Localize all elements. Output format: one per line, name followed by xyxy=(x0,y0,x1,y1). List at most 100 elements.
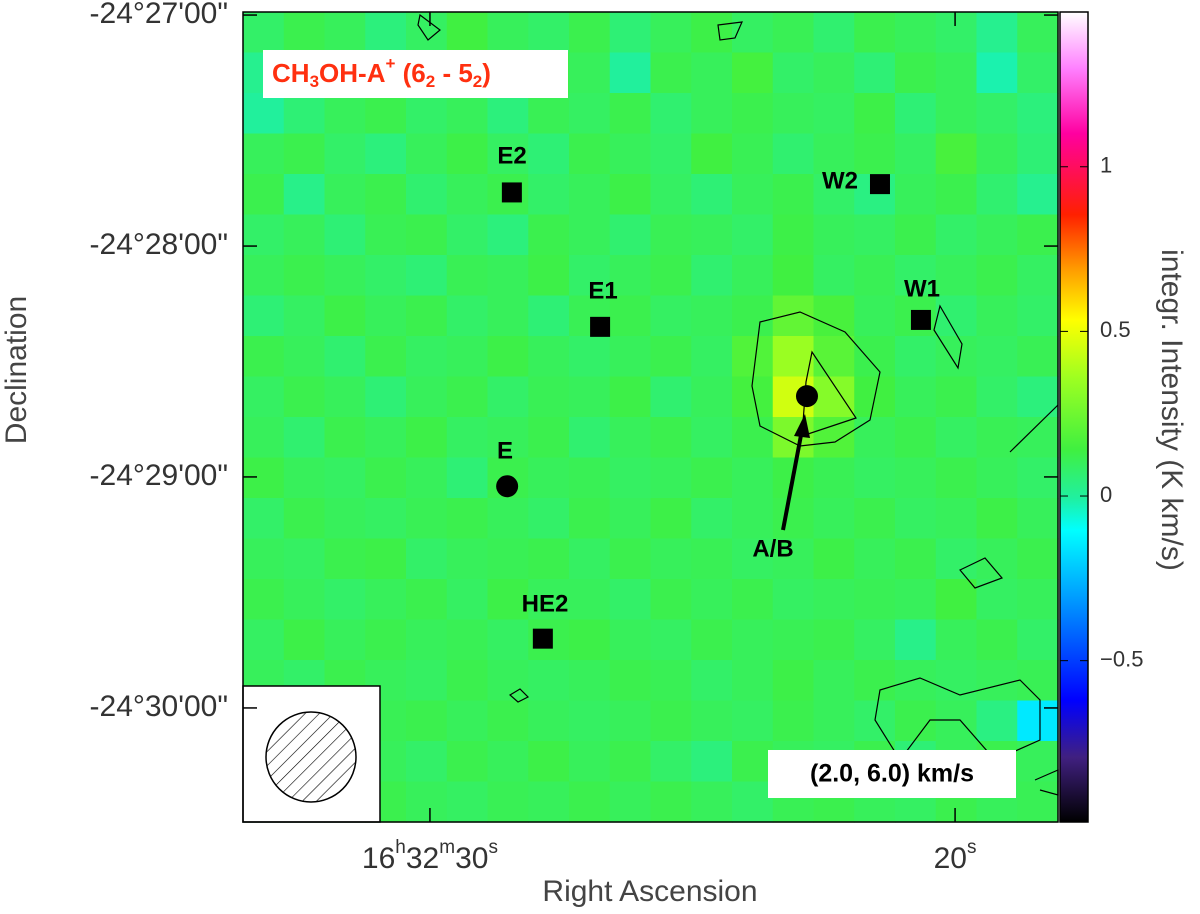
cell xyxy=(365,376,407,418)
cell xyxy=(854,417,896,459)
cell xyxy=(609,538,652,580)
cell xyxy=(935,457,978,499)
line-label: CH3OH-A+ (62 - 52) xyxy=(272,54,491,91)
text: - 5 xyxy=(435,58,473,88)
cell xyxy=(487,12,529,54)
cell xyxy=(324,336,366,378)
cell xyxy=(609,579,652,621)
cell xyxy=(1017,376,1059,418)
cell xyxy=(732,660,774,702)
cell xyxy=(569,93,611,135)
cell xyxy=(528,660,570,702)
cell xyxy=(691,133,733,175)
cell xyxy=(243,12,285,54)
cell xyxy=(772,538,815,580)
cell xyxy=(935,214,978,256)
cell xyxy=(935,498,978,540)
cell xyxy=(324,579,366,621)
cell xyxy=(609,255,652,297)
x-tick-label-part: 30 xyxy=(455,842,488,875)
cell xyxy=(732,255,774,297)
cell xyxy=(935,12,978,54)
cell xyxy=(813,660,855,702)
cell xyxy=(732,457,774,499)
cell xyxy=(487,781,529,823)
cell xyxy=(854,700,896,742)
cell xyxy=(732,619,774,661)
cell xyxy=(732,741,774,783)
colorbar-tick-label: 0 xyxy=(1100,482,1112,507)
cell xyxy=(487,93,529,135)
source-labels: E2 E1 W2 W1 E A/B HE2 xyxy=(497,142,940,617)
y-tick-label: -24°29'00" xyxy=(90,459,228,492)
cell xyxy=(854,538,896,580)
cell xyxy=(1017,660,1059,702)
cell xyxy=(854,579,896,621)
cell xyxy=(283,295,326,337)
cell xyxy=(813,93,855,135)
cell xyxy=(976,376,1018,418)
cell xyxy=(935,93,978,135)
cell xyxy=(446,457,489,499)
cell xyxy=(406,579,448,621)
cell xyxy=(732,781,774,823)
cell xyxy=(691,174,733,216)
x-tick-label-part: h xyxy=(395,837,406,858)
cell xyxy=(283,579,326,621)
cell xyxy=(609,336,652,378)
text: 3 xyxy=(310,72,319,91)
cell xyxy=(609,619,652,661)
cell xyxy=(1017,52,1059,94)
cell xyxy=(976,579,1018,621)
cell xyxy=(854,133,896,175)
cell xyxy=(691,12,733,54)
cell xyxy=(528,376,570,418)
cell xyxy=(1017,579,1059,621)
contour xyxy=(417,13,441,41)
cell xyxy=(650,52,692,94)
cell xyxy=(772,336,815,378)
cell xyxy=(1017,781,1059,823)
cell xyxy=(895,579,937,621)
cell xyxy=(650,579,692,621)
cell xyxy=(569,417,611,459)
cell xyxy=(406,538,448,580)
cell xyxy=(1017,700,1059,742)
source-label: E xyxy=(497,437,513,464)
cell xyxy=(365,538,407,580)
cell xyxy=(569,214,611,256)
cell xyxy=(569,376,611,418)
cell xyxy=(732,174,774,216)
cell xyxy=(1017,174,1059,216)
cell xyxy=(446,12,489,54)
cell xyxy=(976,336,1018,378)
cell xyxy=(446,498,489,540)
cell xyxy=(1017,741,1059,783)
cell xyxy=(406,214,448,256)
cell xyxy=(691,417,733,459)
cell xyxy=(446,579,489,621)
cell xyxy=(487,741,529,783)
cell xyxy=(324,255,366,297)
cell xyxy=(528,700,570,742)
cell xyxy=(365,214,407,256)
cell xyxy=(976,214,1018,256)
cell xyxy=(609,295,652,337)
cell xyxy=(283,619,326,661)
cell xyxy=(691,579,733,621)
cell xyxy=(691,214,733,256)
cell xyxy=(976,295,1018,337)
cell xyxy=(935,538,978,580)
cell xyxy=(772,52,815,94)
cell xyxy=(650,660,692,702)
cell xyxy=(365,336,407,378)
cell xyxy=(406,336,448,378)
cell xyxy=(691,295,733,337)
cell xyxy=(650,255,692,297)
y-tick-label: -24°30'00" xyxy=(90,690,228,723)
cell xyxy=(446,214,489,256)
source-marker xyxy=(910,309,931,330)
cell xyxy=(609,660,652,702)
cell xyxy=(569,579,611,621)
